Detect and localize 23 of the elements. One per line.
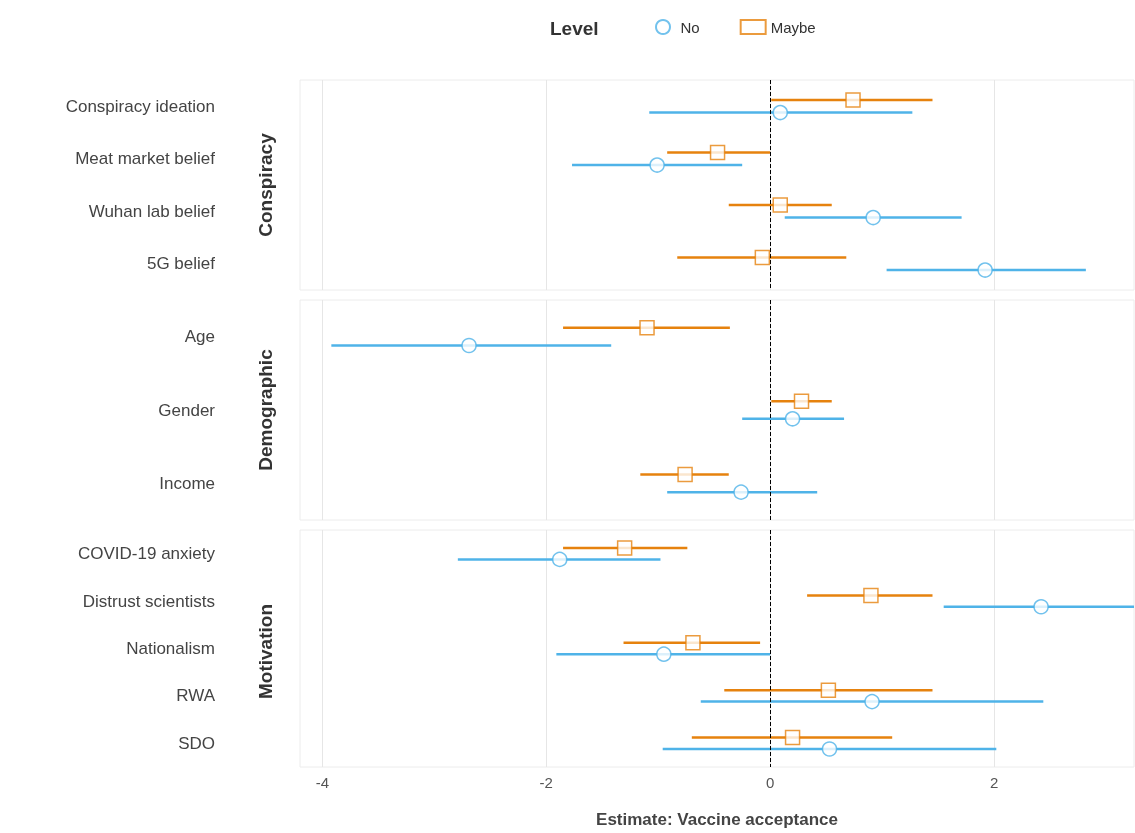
y-tick-label: Age (184, 327, 215, 347)
x-tick-label: 2 (989, 774, 999, 791)
y-tick-label: SDO (178, 733, 215, 753)
x-tick-label: 0 (766, 774, 775, 791)
y-tick-label: 5G belief (146, 254, 216, 274)
y-tick-label: Nationalism (126, 639, 215, 658)
y-tick-label: Income (159, 473, 215, 493)
legend-title: Level (550, 17, 599, 39)
y-tick-label: Wuhan lab belief (88, 201, 216, 221)
text: Demographic (254, 348, 276, 471)
legend-label: Maybe (770, 18, 816, 36)
y-tick-label: RWA (176, 686, 216, 706)
text: Conspiracy (254, 132, 276, 237)
x-axis-title: Estimate: Vaccine acceptance (596, 810, 838, 829)
legend-label: No (680, 18, 700, 36)
y-tick-label: COVID-19 anxiety (78, 544, 216, 564)
text: Motivation (254, 604, 276, 699)
y-tick-label: Distrust scientists (82, 591, 215, 611)
y-tick-label: Conspiracy ideation (65, 96, 215, 116)
y-tick-label: Meat market belief (75, 149, 216, 169)
x-tick-label: -4 (315, 774, 330, 791)
x-tick-label: -2 (539, 774, 553, 791)
y-tick-label: Gender (158, 400, 216, 420)
